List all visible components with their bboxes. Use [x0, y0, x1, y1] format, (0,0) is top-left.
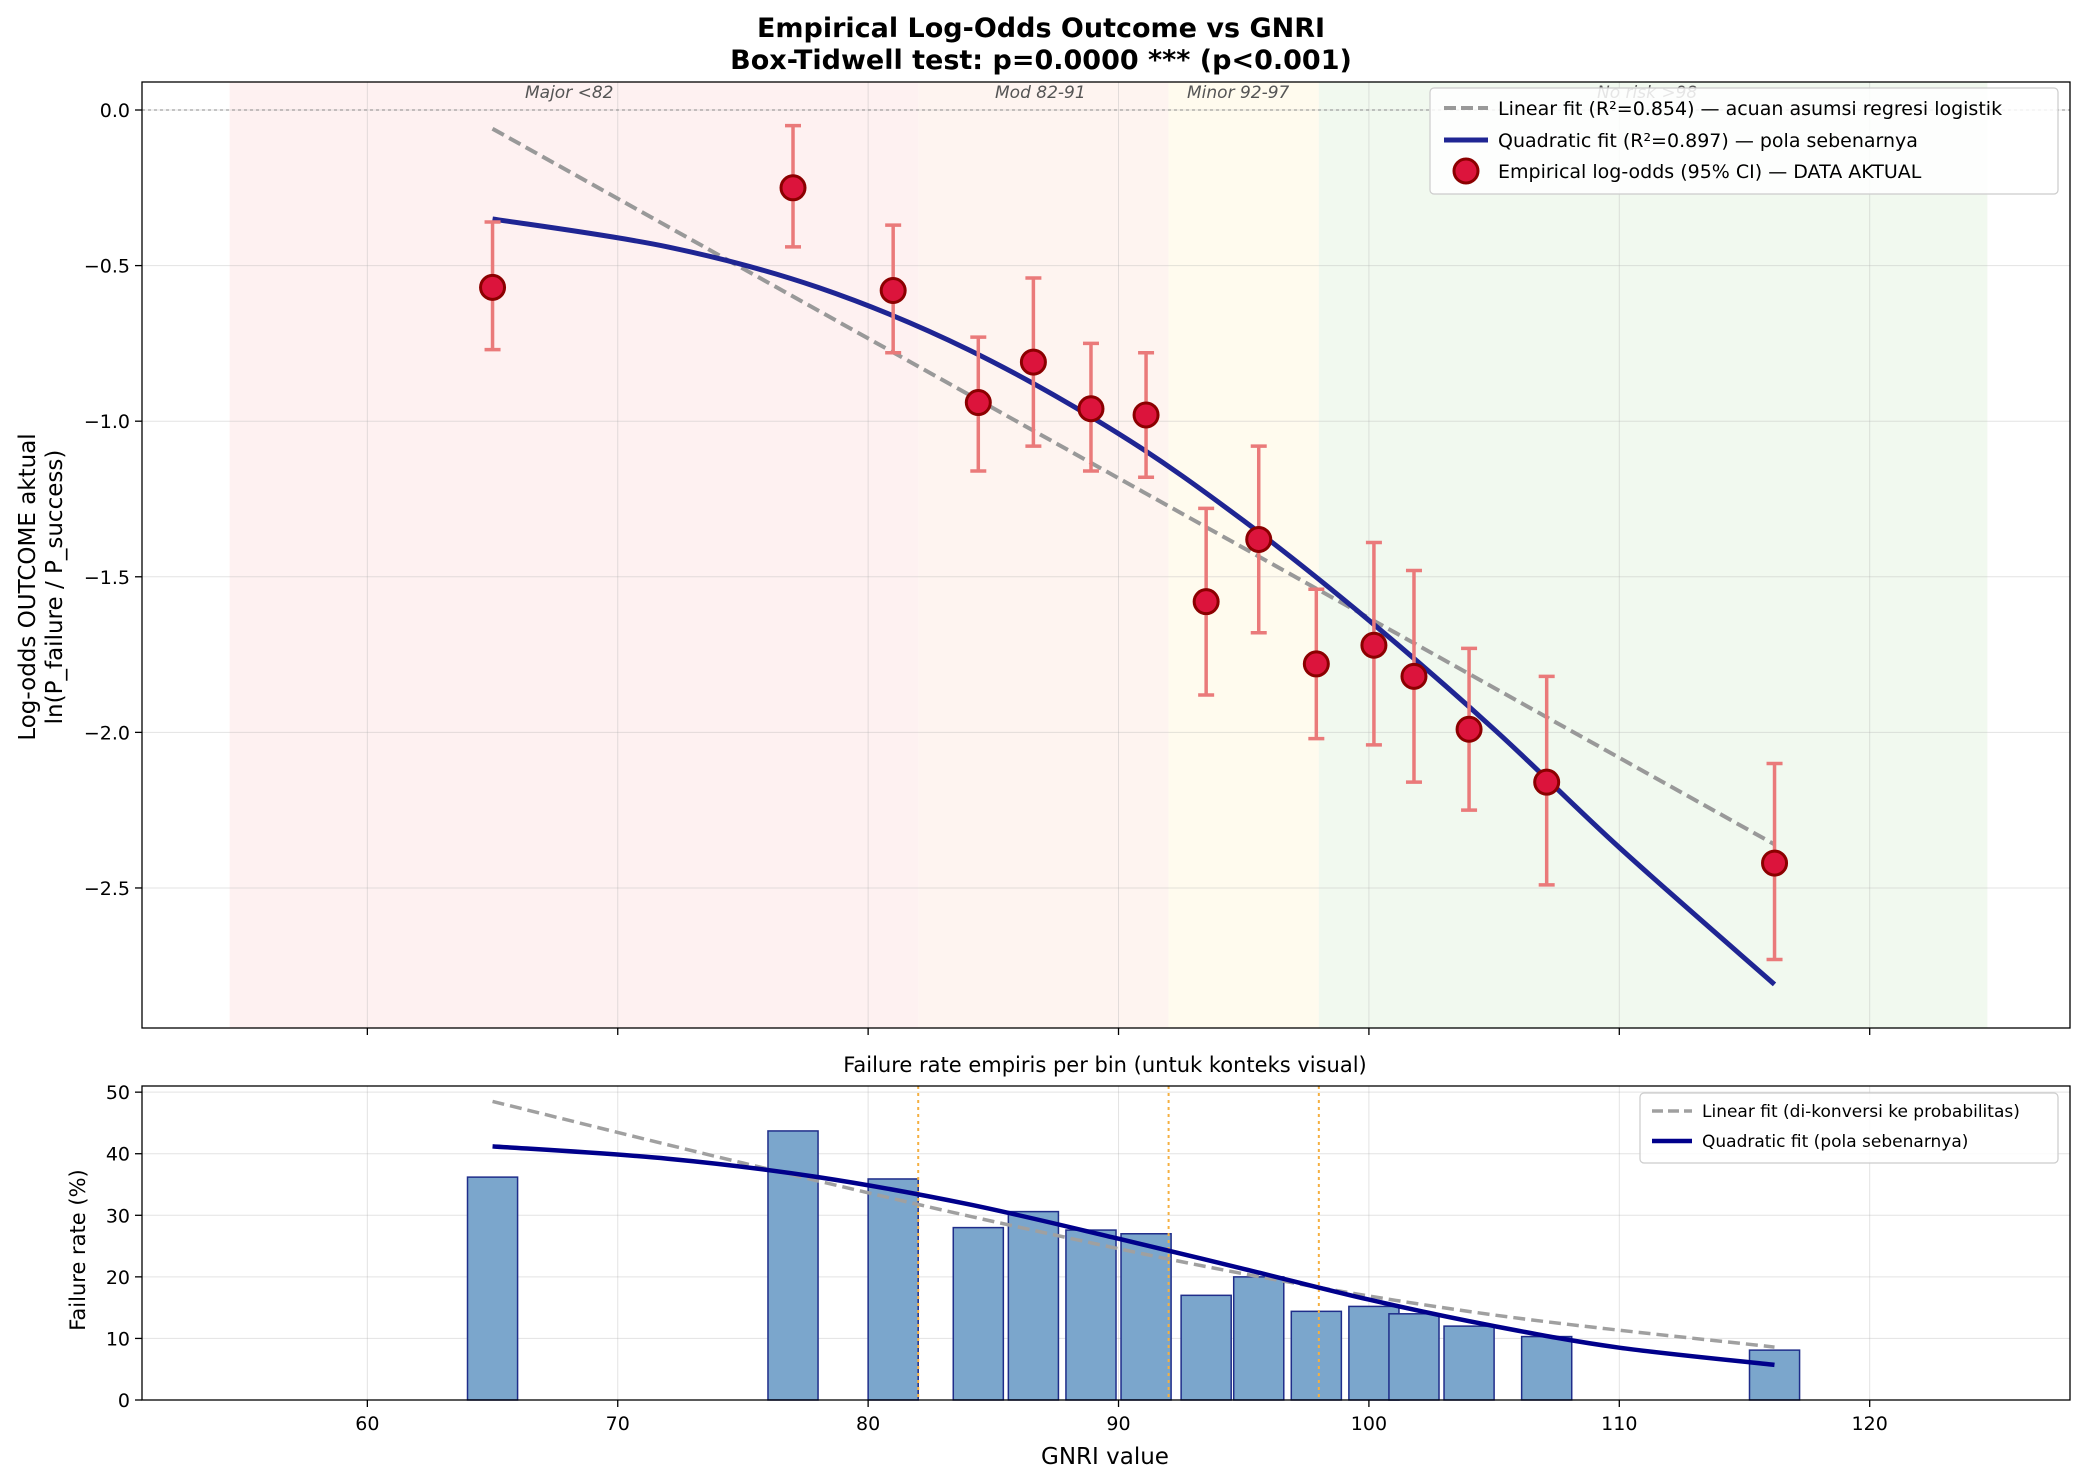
data-point	[1761, 849, 1789, 877]
legend-linear-fit: Linear fit (R²=0.854) — acuan asumsi reg…	[1498, 98, 2002, 120]
y-tick-label: 10	[106, 1328, 130, 1350]
x-tick-label: 90	[1106, 1413, 1130, 1435]
data-point	[1455, 715, 1483, 743]
y-tick-label: 50	[106, 1082, 130, 1104]
risk-zone-band	[229, 82, 919, 1028]
top-legend: Linear fit (R²=0.854) — acuan asumsi reg…	[1429, 87, 2059, 195]
y-ticks: 0.0 −0.5 −1.0 −1.5 −2.0 −2.5	[84, 100, 142, 900]
y-tick-label: −2.5	[84, 878, 130, 900]
zone-label: Major <82	[525, 83, 613, 103]
y-tick-label: −2.0	[84, 722, 130, 744]
y-tick-label: 30	[106, 1205, 130, 1227]
y-tick-label: 0	[118, 1390, 130, 1412]
y-axis-label: Failure rate (%)	[66, 1169, 90, 1330]
failure-rate-bar	[1007, 1210, 1060, 1401]
chart-title: Empirical Log-Odds Outcome vs GNRI	[757, 13, 1325, 44]
bottom-chart-title: Failure rate empiris per bin (untuk kont…	[843, 1053, 1367, 1077]
empirical-points	[479, 174, 1789, 877]
y-tick-label: −1.0	[84, 411, 130, 433]
x-tick-label: 60	[355, 1413, 379, 1435]
data-point	[1077, 395, 1105, 423]
data-point	[479, 273, 507, 301]
x-tick-label: 100	[1351, 1413, 1387, 1435]
bottom-legend: Linear fit (di-konversi ke probabilitas)…	[1639, 1092, 2059, 1164]
failure-rate-bar	[1180, 1294, 1232, 1401]
legend-quadratic-fit-probability: Quadratic fit (pola sebenarnya)	[1702, 1132, 1968, 1152]
zone-label: Minor 92-97	[1187, 83, 1290, 103]
x-tick-label: 70	[606, 1413, 630, 1435]
x-tick-label: 120	[1852, 1413, 1888, 1435]
quadratic-fit-probability-line	[492, 1144, 1775, 1368]
failure-rate-bar	[1120, 1233, 1172, 1401]
linear-fit-probability-line	[492, 1099, 1775, 1349]
failure-rate-bar	[1443, 1325, 1495, 1401]
y-tick-label: 0.0	[100, 100, 130, 122]
failure-rate-bar	[867, 1178, 919, 1401]
x-axis-label: GNRI value	[1041, 1444, 1169, 1470]
failure-rate-bar	[466, 1176, 519, 1401]
chart-subtitle: Box-Tidwell test: p=0.0000 *** (p<0.001)	[730, 45, 1352, 76]
y-ticks: 0 10 20 30 40 50	[106, 1082, 142, 1412]
x-ticks: 60 70 80 90 100 110 120	[355, 1400, 1888, 1435]
x-tick-label: 80	[856, 1413, 880, 1435]
failure-rate-bar	[1065, 1229, 1117, 1401]
risk-zone-band	[918, 82, 1169, 1028]
data-point	[1019, 348, 1047, 376]
data-point	[964, 389, 992, 417]
legend-quadratic-fit: Quadratic fit (R²=0.897) — pola sebenarn…	[1498, 130, 1918, 152]
grid-lines	[142, 82, 2070, 1028]
y-tick-label: −0.5	[84, 256, 130, 278]
y-tick-label: −1.5	[84, 567, 130, 589]
data-point	[879, 276, 907, 304]
y-tick-label: 20	[106, 1267, 130, 1289]
failure-rate-bar	[1520, 1335, 1573, 1401]
zone-label: Mod 82-91	[995, 83, 1086, 103]
failure-rate-bar	[1290, 1310, 1343, 1401]
failure-rate-plot: Failure rate empiris per bin (untuk kont…	[66, 1053, 2071, 1470]
failure-rate-bar	[1232, 1276, 1285, 1401]
zone-boundary-lines	[917, 1086, 1320, 1400]
bottom-plot-frame	[141, 1085, 2071, 1401]
failure-rate-bars	[466, 1130, 1801, 1401]
legend-linear-fit-probability: Linear fit (di-konversi ke probabilitas)	[1702, 1102, 2020, 1122]
risk-zone-band	[1318, 82, 1988, 1028]
risk-zones	[229, 82, 1988, 1028]
linear-fit-line	[491, 126, 1776, 847]
x-ticks	[366, 1028, 1871, 1035]
y-axis-label-line1: Log-odds OUTCOME aktual	[15, 433, 41, 740]
data-point	[1192, 588, 1220, 616]
data-point	[1302, 650, 1330, 678]
data-point	[1132, 401, 1160, 429]
data-point	[1400, 662, 1428, 690]
failure-rate-bar	[1748, 1349, 1801, 1401]
y-tick-label: 40	[106, 1144, 130, 1166]
risk-zone-band	[1168, 82, 1319, 1028]
data-point	[1245, 525, 1273, 553]
quadratic-fit-line	[492, 216, 1777, 987]
top-plot-frame	[141, 81, 2071, 1029]
failure-rate-bar	[952, 1226, 1005, 1401]
y-axis-label-line2: ln(P_failure / P_success)	[42, 450, 68, 725]
data-point	[1360, 631, 1388, 659]
failure-rate-bar	[1388, 1313, 1440, 1401]
data-point	[1533, 768, 1561, 796]
legend-empirical-points: Empirical log-odds (95% CI) — DATA AKTUA…	[1498, 161, 1922, 183]
x-tick-label: 110	[1601, 1413, 1637, 1435]
data-point	[779, 174, 807, 202]
